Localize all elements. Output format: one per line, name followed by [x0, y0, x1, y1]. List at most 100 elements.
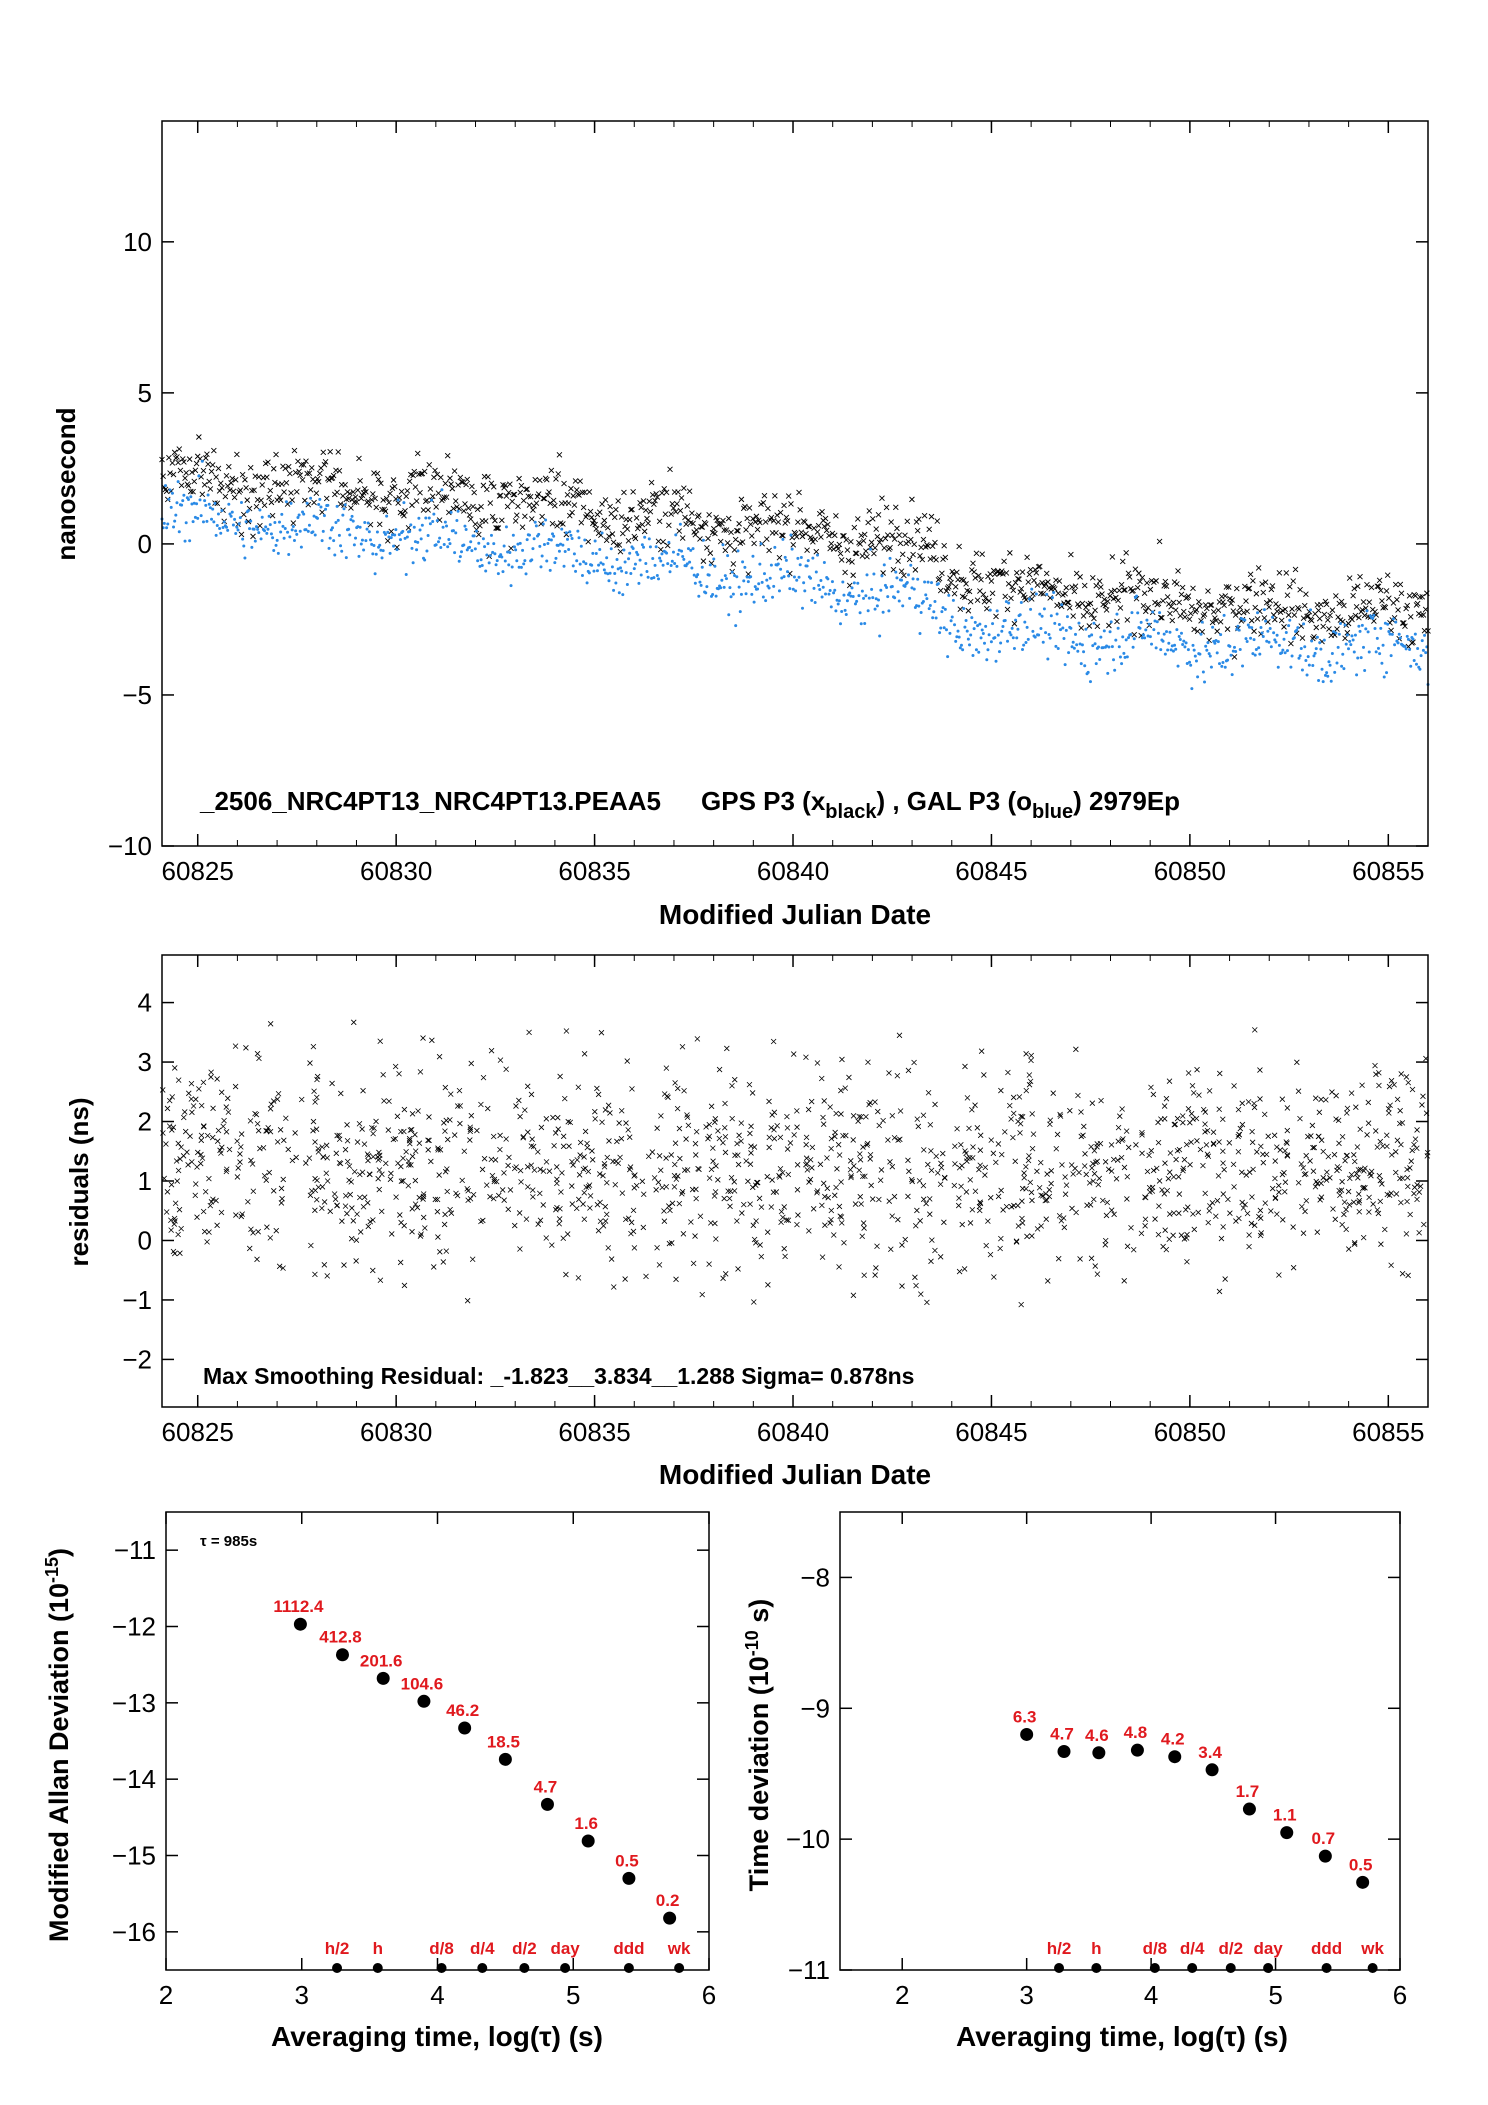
gal-point: [1220, 664, 1224, 668]
gps-point: [707, 550, 714, 556]
mdev-point-label: 18.5: [487, 1732, 520, 1751]
gal-point: [862, 596, 866, 600]
gal-point: [863, 622, 867, 626]
gps-point: [223, 472, 230, 479]
gal-point: [686, 547, 690, 551]
residual-point: [1249, 1128, 1255, 1135]
residual-point: [725, 1188, 731, 1194]
residual-point: [202, 1188, 209, 1195]
residual-point: [1409, 1086, 1416, 1093]
gal-point: [201, 520, 205, 524]
residual-point: [821, 1098, 828, 1104]
gal-point: [1109, 620, 1113, 624]
residual-point: [856, 1167, 863, 1174]
gps-point: [1251, 628, 1257, 635]
residual-point: [1036, 1184, 1043, 1191]
residual-point: [681, 1167, 688, 1173]
gps-point: [634, 525, 641, 532]
residual-point: [692, 1233, 698, 1239]
gps-point: [202, 455, 209, 461]
residual-point: [1356, 1208, 1363, 1215]
gal-point: [1380, 661, 1384, 665]
gal-point: [430, 498, 434, 502]
gps-point: [1107, 593, 1113, 599]
gal-point: [1363, 668, 1367, 672]
residual-point: [1236, 1215, 1242, 1222]
gps-point: [941, 542, 947, 549]
residual-point: [692, 1140, 699, 1147]
gps-point: [435, 490, 442, 496]
residual-point: [397, 1212, 403, 1218]
gps-point: [1266, 604, 1272, 610]
residual-point: [442, 1084, 449, 1091]
gal-point: [674, 533, 678, 537]
residual-point: [672, 1140, 679, 1147]
residual-point: [370, 1217, 376, 1223]
tdev-point: [1318, 1849, 1332, 1863]
residual-point: [1139, 1150, 1145, 1157]
residual-point: [1394, 1137, 1401, 1144]
gal-point: [424, 516, 428, 520]
gal-point: [880, 574, 884, 578]
gal-point: [568, 530, 572, 534]
gal-point: [1320, 667, 1324, 671]
gps-point: [911, 541, 918, 548]
residual-point: [401, 1222, 407, 1229]
gal-point: [253, 539, 257, 543]
residual-point: [889, 1112, 896, 1119]
gal-point: [1071, 640, 1075, 644]
gps-point: [285, 463, 292, 470]
residual-point: [1249, 1139, 1256, 1146]
residual-point: [1260, 1159, 1267, 1166]
gps-point: [425, 507, 431, 513]
residual-point: [873, 1265, 879, 1271]
gal-point: [481, 537, 485, 541]
residual-point: [513, 1103, 519, 1109]
y-tick-label: 3: [138, 1047, 152, 1077]
residual-point: [667, 1207, 673, 1214]
gal-point: [311, 530, 315, 534]
tdev-ylabel-end: s): [744, 1599, 774, 1631]
gal-point: [1232, 645, 1236, 649]
residual-point: [164, 1105, 171, 1112]
residual-point: [174, 1178, 181, 1184]
y-tick-label: −2: [122, 1344, 152, 1374]
gps-point: [983, 605, 990, 612]
residual-point: [1077, 1256, 1083, 1262]
gal-point: [454, 531, 458, 535]
gps-point: [1178, 591, 1185, 598]
gps-point: [1096, 578, 1103, 585]
residual-point: [766, 1144, 772, 1151]
gps-point: [356, 455, 362, 462]
gal-point: [996, 633, 1000, 637]
gps-point: [845, 557, 852, 564]
residual-point: [1405, 1079, 1412, 1086]
gal-point: [760, 580, 764, 584]
residual-point: [1354, 1144, 1361, 1150]
gps-point: [450, 505, 457, 512]
gal-point: [1022, 643, 1026, 647]
residual-point: [876, 1196, 882, 1203]
gps-point: [1334, 626, 1340, 632]
gal-point: [441, 525, 445, 529]
residual-point: [412, 1201, 419, 1207]
y-tick-label: 0: [138, 529, 152, 559]
gps-point: [1267, 597, 1273, 604]
gps-point: [652, 497, 658, 504]
residual-point: [970, 1144, 976, 1150]
residual-point: [580, 1201, 586, 1207]
gal-point: [834, 609, 838, 613]
gal-point: [227, 502, 231, 506]
gps-point: [463, 481, 469, 488]
gps-point: [526, 502, 533, 508]
residual-point: [819, 1254, 826, 1260]
gal-point: [517, 565, 521, 569]
residual-point: [214, 1138, 221, 1144]
residual-point: [865, 1059, 871, 1066]
gal-point: [545, 559, 549, 563]
gal-point: [504, 525, 508, 529]
gal-point: [638, 558, 642, 562]
gal-point: [207, 502, 211, 506]
residual-point: [1392, 1169, 1399, 1176]
residual-point: [1162, 1227, 1168, 1233]
